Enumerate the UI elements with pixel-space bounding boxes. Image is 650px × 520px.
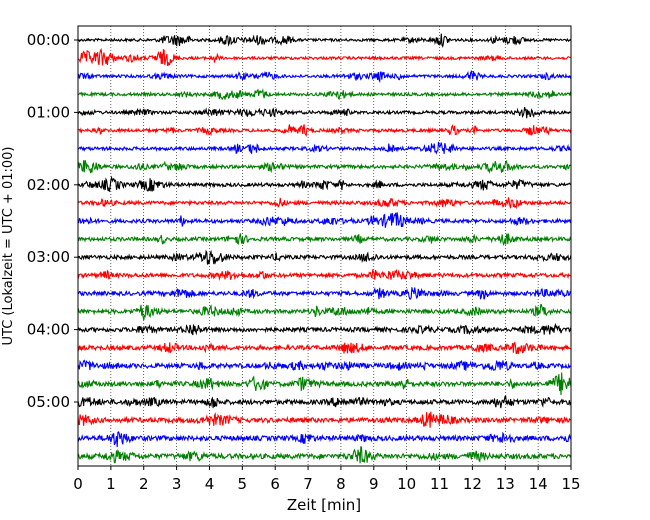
x-tick-label: 9 [369, 475, 379, 493]
y-tick-label: 00:00 [27, 31, 70, 49]
x-tick-label: 13 [496, 475, 515, 493]
trace-0530 [77, 431, 572, 448]
x-axis-label: Zeit [min] [287, 496, 361, 514]
plot-frame [77, 25, 572, 467]
trace-0330 [77, 287, 572, 300]
y-axis-label: UTC (Lokalzeit = UTC + 01:00) [1, 147, 16, 346]
trace-0445 [77, 372, 572, 396]
x-tick-label: 5 [238, 475, 248, 493]
y-axis-ticks: 00:00 01:00 02:00 03:00 04:00 05:00 [27, 31, 78, 411]
y-tick-label: 01:00 [27, 103, 70, 121]
y-tick-label: 04:00 [27, 321, 70, 339]
x-tick-label: 6 [270, 475, 280, 493]
trace-0500 [77, 395, 572, 409]
x-tick-label: 15 [561, 475, 580, 493]
y-tick-label: 05:00 [27, 393, 70, 411]
trace-0100 [77, 106, 572, 119]
trace-0030 [77, 69, 572, 84]
vertical-grid-lines [110, 26, 539, 466]
x-tick-label: 1 [106, 475, 116, 493]
trace-0000 [77, 33, 572, 48]
trace-0315 [77, 268, 572, 281]
trace-0245 [77, 233, 572, 246]
trace-0515 [77, 411, 572, 428]
x-tick-label: 10 [397, 475, 416, 493]
trace-0045 [77, 88, 572, 101]
trace-0230 [77, 212, 572, 228]
trace-0145 [77, 159, 572, 175]
trace-0015 [77, 47, 571, 67]
trace-0115 [77, 124, 572, 137]
trace-0430 [77, 359, 572, 372]
trace-0345 [77, 304, 572, 321]
x-tick-label: 3 [172, 475, 182, 493]
x-tick-label: 4 [205, 475, 215, 493]
x-tick-label: 0 [73, 475, 83, 493]
trace-0300 [77, 249, 572, 265]
trace-0545 [77, 446, 572, 464]
trace-0215 [77, 197, 571, 210]
x-tick-label: 8 [336, 475, 346, 493]
trace-0200 [77, 175, 572, 192]
x-tick-label: 11 [430, 475, 449, 493]
trace-0415 [77, 341, 571, 355]
seismic-traces [77, 33, 572, 464]
trace-0400 [77, 322, 572, 336]
x-tick-label: 7 [303, 475, 313, 493]
y-tick-label: 02:00 [27, 176, 70, 194]
trace-0130 [77, 141, 572, 155]
x-tick-label: 2 [139, 475, 149, 493]
x-tick-label: 14 [529, 475, 548, 493]
y-tick-label: 03:00 [27, 248, 70, 266]
x-tick-label: 12 [463, 475, 482, 493]
x-axis-ticks: 0 1 2 3 4 5 6 7 8 9 10 11 12 13 14 15 [73, 466, 581, 493]
